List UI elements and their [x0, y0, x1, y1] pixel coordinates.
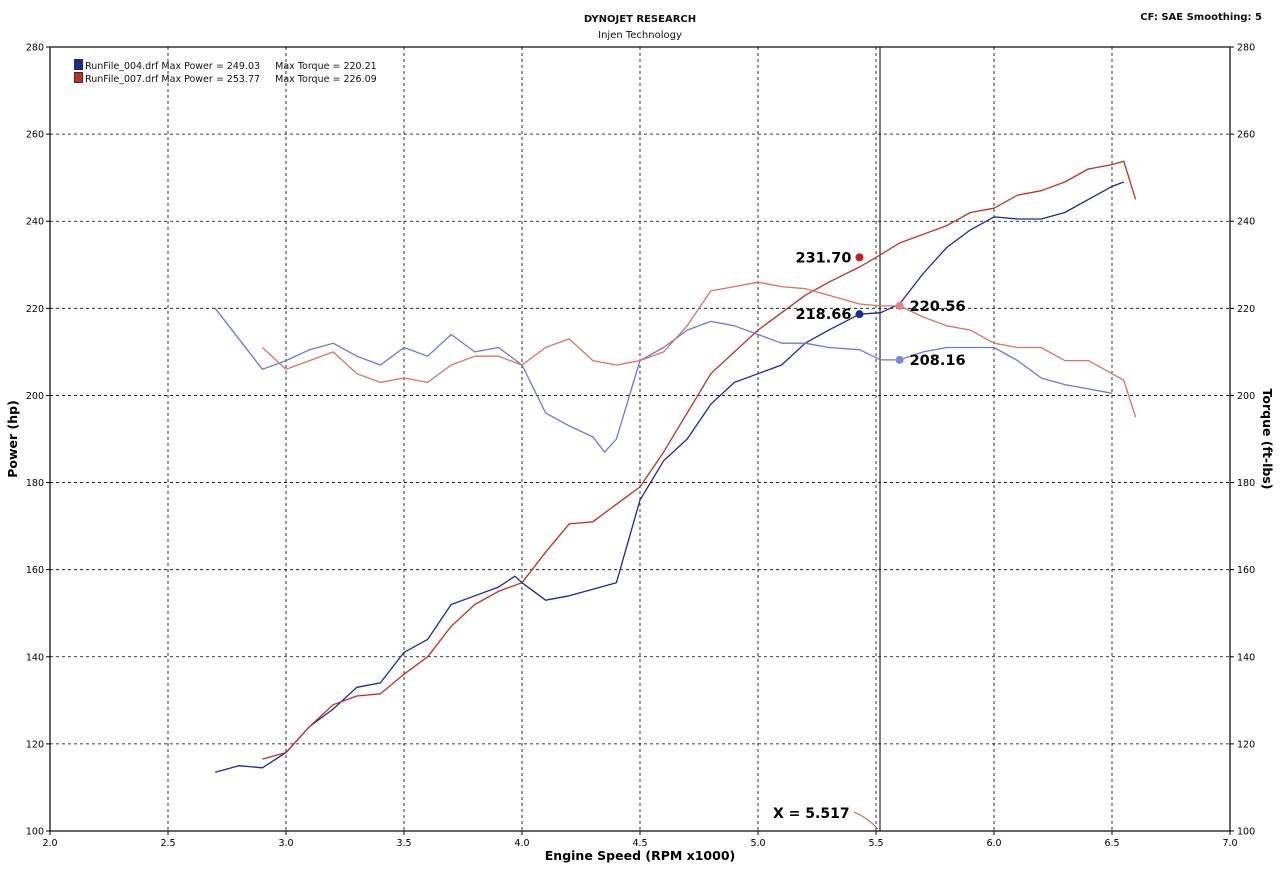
y-tick-label: 260: [26, 130, 44, 141]
marker-point-2: [855, 310, 864, 319]
x-tick-label: 5.0: [750, 838, 765, 849]
x-tick-label: 4.0: [514, 838, 529, 849]
legend-file: RunFile_004.drf: [85, 61, 159, 72]
marker-label-1: 231.70: [796, 250, 852, 266]
series-line-1: [215, 181, 1125, 773]
y-tick-label: 180: [26, 478, 44, 489]
y2-tick-label: 220: [1237, 304, 1255, 315]
y2-tick-label: 140: [1237, 652, 1255, 663]
legend-torque: Max Torque = 226.09: [275, 74, 377, 85]
marker-label-2: 218.66: [796, 307, 852, 323]
settings-readout: CF: SAE Smoothing: 5: [1140, 12, 1262, 23]
y-tick-label: 280: [26, 43, 44, 54]
marker-point-3: [895, 301, 904, 310]
x-tick-label: 7.0: [1222, 838, 1237, 849]
legend-entry-1: RunFile_004.drf Max Power = 249.03 Max T…: [62, 48, 377, 83]
marker-label-3: 220.56: [910, 299, 966, 315]
series-line-3: [214, 307, 1113, 453]
x-tick-label: 6.0: [986, 838, 1001, 849]
y-tick-label: 220: [26, 304, 44, 315]
marker-point-4: [895, 355, 904, 364]
y-tick-label: 140: [26, 652, 44, 663]
y2-tick-label: 120: [1237, 739, 1255, 750]
series-line-4: [261, 281, 1137, 418]
y2-tick-label: 180: [1237, 478, 1255, 489]
cursor-pointer: [853, 811, 879, 830]
chart-subtitle: Injen Technology: [598, 30, 682, 41]
x-tick-label: 6.5: [1104, 838, 1119, 849]
y-tick-label: 100: [26, 827, 44, 838]
legend-power: Max Power = 249.03: [161, 61, 261, 72]
x-tick-label: 4.5: [632, 838, 647, 849]
y2-tick-label: 160: [1237, 565, 1255, 576]
x-tick-label: 3.0: [278, 838, 293, 849]
y2-tick-label: 280: [1237, 43, 1255, 54]
y2-tick-label: 240: [1237, 217, 1255, 228]
x-tick-label: 3.5: [396, 838, 411, 849]
marker-label-4: 208.16: [910, 353, 966, 369]
series-line-2: [262, 160, 1137, 760]
legend-swatch-icon: [74, 72, 84, 83]
legend-power: Max Power = 253.77: [161, 74, 261, 85]
x-tick-label: 2.5: [160, 838, 175, 849]
x-tick-label: 5.5: [868, 838, 883, 849]
chart-title: DYNOJET RESEARCH: [583, 14, 697, 25]
cursor-label: X = 5.517: [773, 806, 850, 822]
y-tick-label: 160: [26, 565, 44, 576]
y2-tick-label: 200: [1237, 391, 1255, 402]
y2-tick-label: 100: [1237, 827, 1255, 838]
y-tick-label: 240: [26, 217, 44, 228]
y2-tick-label: 260: [1237, 130, 1255, 141]
legend-torque: Max Torque = 220.21: [275, 61, 377, 72]
legend-file: RunFile_007.drf: [85, 74, 159, 85]
legend-entry-2: RunFile_007.drf Max Power = 253.77 Max T…: [62, 61, 377, 96]
y-axis-label: Power (hp): [5, 400, 20, 478]
x-axis-label: Engine Speed (RPM x1000): [545, 848, 735, 863]
y-tick-label: 200: [26, 391, 44, 402]
y-tick-label: 120: [26, 739, 44, 750]
marker-point-1: [855, 253, 864, 262]
x-tick-label: 2.0: [42, 838, 57, 849]
y2-axis-label: Torque (ft-lbs): [1260, 389, 1275, 490]
legend-swatch-icon: [74, 59, 84, 70]
